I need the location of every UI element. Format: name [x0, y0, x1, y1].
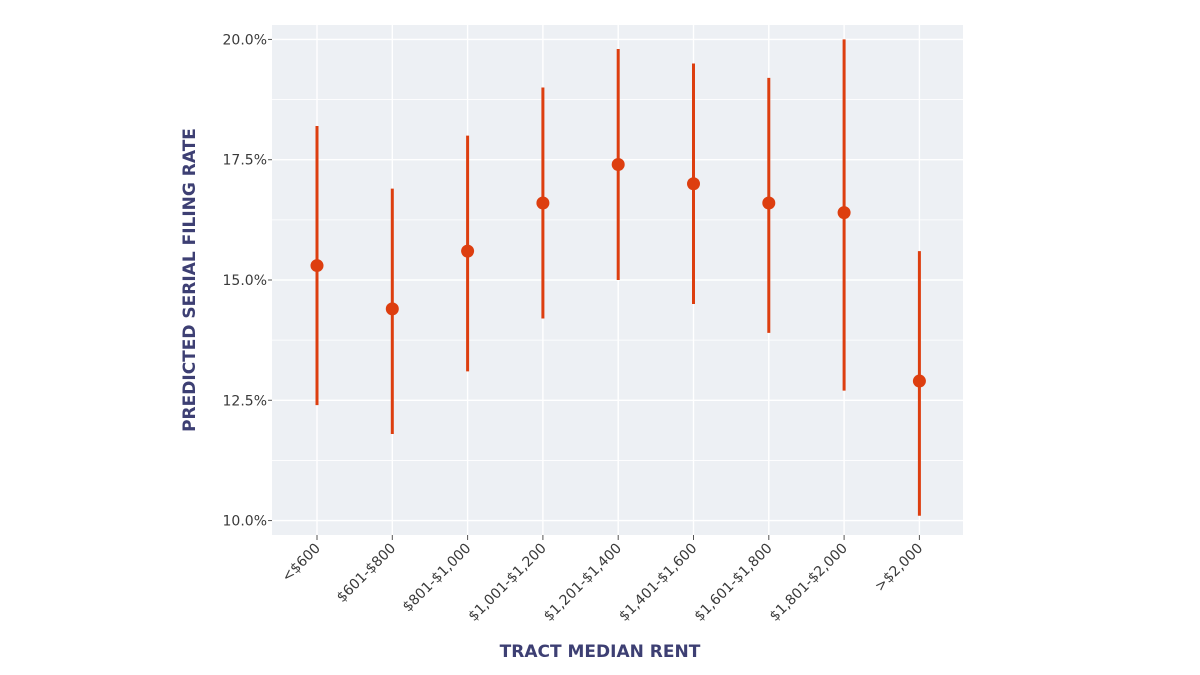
data-point: [385, 302, 399, 316]
data-point: [310, 259, 324, 273]
x-tick-label: <$600: [279, 541, 324, 586]
y-tick-label: 12.5%: [223, 393, 267, 409]
y-tick-label: 15.0%: [223, 273, 267, 289]
data-points: [310, 158, 926, 388]
x-tick-label: $1,401-$1,600: [616, 541, 700, 625]
x-tick-label: $601-$800: [334, 541, 399, 606]
x-axis-ticks: <$600 $601-$800 $801-$1,000$1,001-$1,200$1…: [279, 535, 926, 625]
y-tick-label: 10.0%: [223, 514, 267, 530]
data-point: [912, 374, 926, 388]
x-tick-label: $801-$1,000: [400, 541, 475, 616]
x-axis-title: TRACT MEDIAN RENT: [500, 642, 701, 662]
y-axis-ticks: 10.0% 12.5% 15.0% 17.5% 20.0%: [223, 32, 272, 530]
data-point: [687, 177, 700, 191]
y-axis-title: PREDICTED SERIAL FILING RATE: [180, 128, 200, 432]
data-point: [461, 244, 475, 258]
x-tick-label: $1,201-$1,400: [541, 541, 625, 625]
x-tick-label: $1,601-$1,800: [691, 541, 775, 625]
data-point: [611, 158, 625, 172]
y-tick-label: 17.5%: [223, 153, 267, 169]
x-tick-label: $1,001-$1,200: [466, 541, 550, 625]
data-point: [762, 196, 776, 210]
data-point: [536, 196, 550, 210]
x-tick-label: $1,801-$2,000: [767, 541, 851, 625]
y-tick-label: 20.0%: [223, 32, 267, 48]
data-point: [837, 206, 851, 220]
x-tick-label: >$2,000: [872, 541, 926, 595]
